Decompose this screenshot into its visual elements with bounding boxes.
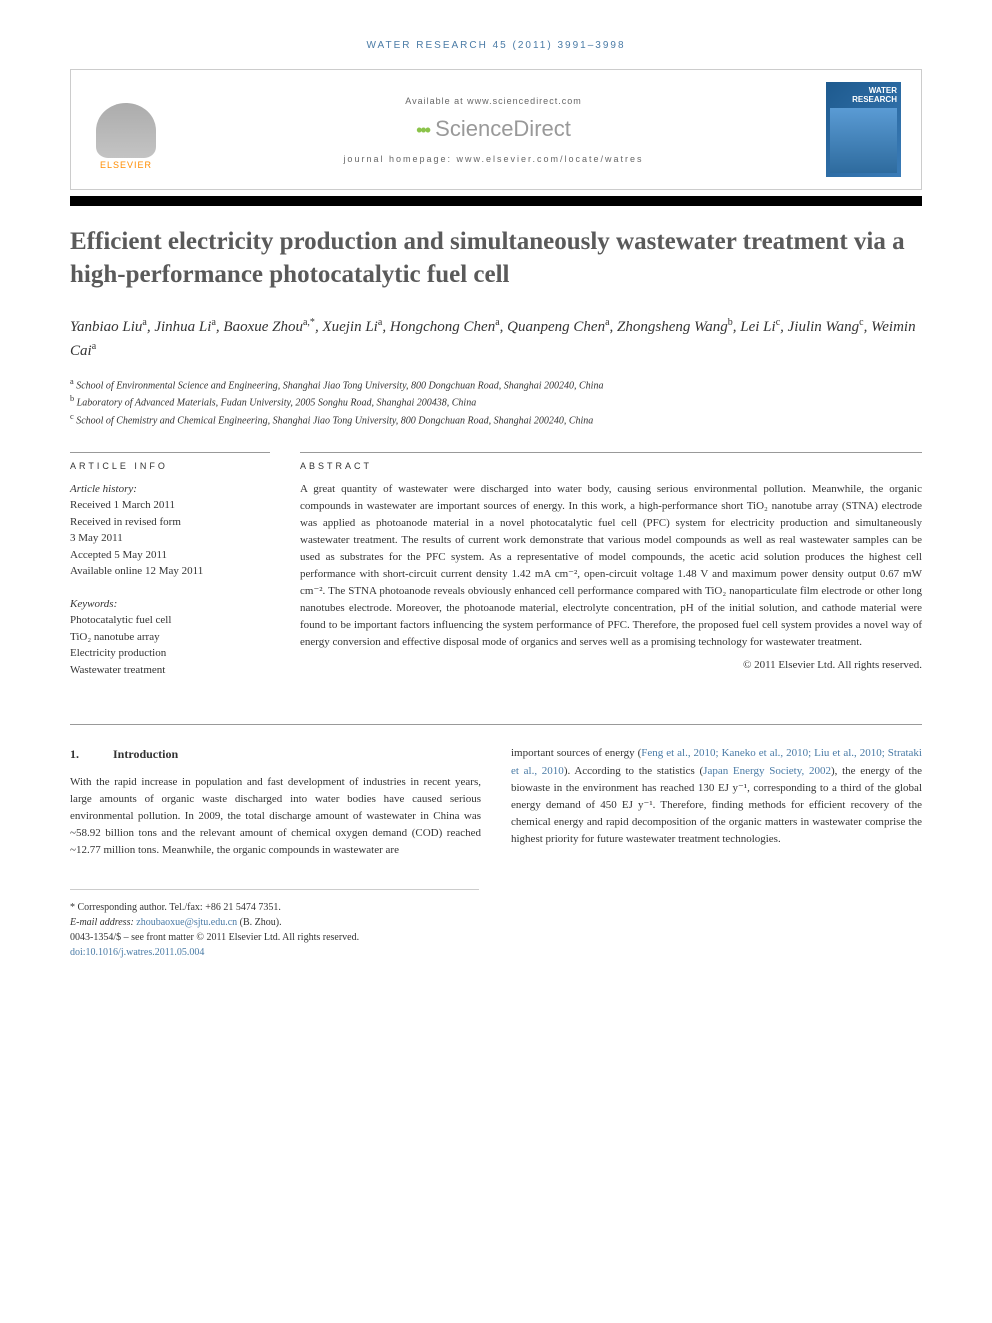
email-label: E-mail address: [70, 917, 136, 928]
header-center: Available at www.sciencedirect.com ••• S… [161, 96, 826, 164]
intro-paragraph-1: With the rapid increase in population an… [70, 774, 481, 859]
elsevier-tree-icon [96, 103, 156, 158]
body-column-left: 1. Introduction With the rapid increase … [70, 745, 481, 859]
history-line: Available online 12 May 2011 [70, 563, 270, 580]
email-suffix: (B. Zhou). [240, 917, 282, 928]
footer-info: * Corresponding author. Tel./fax: +86 21… [70, 889, 479, 960]
sciencedirect-logo: ••• ScienceDirect [161, 116, 826, 142]
issn-line: 0043-1354/$ – see front matter © 2011 El… [70, 930, 479, 945]
article-title: Efficient electricity production and sim… [70, 226, 922, 291]
info-abstract-row: ARTICLE INFO Article history: Received 1… [70, 452, 922, 695]
sciencedirect-dots-icon: ••• [416, 120, 429, 140]
history-line: Accepted 5 May 2011 [70, 547, 270, 564]
email-line: E-mail address: zhoubaoxue@sjtu.edu.cn (… [70, 915, 479, 930]
elsevier-text: ELSEVIER [100, 160, 152, 170]
sciencedirect-text: ScienceDirect [435, 116, 571, 141]
intro-paragraph-2: important sources of energy (Feng et al.… [511, 745, 922, 847]
divider-bar [70, 196, 922, 206]
keywords-block: Keywords: Photocatalytic fuel cellTiO₂ n… [70, 596, 270, 679]
history-line: 3 May 2011 [70, 530, 270, 547]
copyright: © 2011 Elsevier Ltd. All rights reserved… [300, 659, 922, 671]
article-history: Article history: Received 1 March 2011Re… [70, 481, 270, 580]
section-title: Introduction [113, 747, 178, 761]
section-number: 1. [70, 745, 110, 764]
doi-link[interactable]: doi:10.1016/j.watres.2011.05.004 [70, 947, 204, 958]
keyword: Photocatalytic fuel cell [70, 612, 270, 629]
info-heading: ARTICLE INFO [70, 452, 270, 471]
history-line: Received in revised form [70, 514, 270, 531]
keyword: Wastewater treatment [70, 662, 270, 679]
keyword: Electricity production [70, 645, 270, 662]
available-text: Available at www.sciencedirect.com [161, 96, 826, 106]
cover-image [830, 108, 897, 173]
abstract-heading: ABSTRACT [300, 452, 922, 471]
email-link[interactable]: zhoubaoxue@sjtu.edu.cn [136, 917, 237, 928]
history-label: Article history: [70, 481, 270, 498]
header-box: ELSEVIER Available at www.sciencedirect.… [70, 69, 922, 190]
article-info-column: ARTICLE INFO Article history: Received 1… [70, 452, 270, 695]
affiliation: a School of Environmental Science and En… [70, 376, 922, 393]
doi-line: doi:10.1016/j.watres.2011.05.004 [70, 945, 479, 960]
affiliations: a School of Environmental Science and En… [70, 376, 922, 428]
abstract-text: A great quantity of wastewater were disc… [300, 481, 922, 651]
journal-homepage: journal homepage: www.elsevier.com/locat… [161, 154, 826, 164]
affiliation: b Laboratory of Advanced Materials, Fuda… [70, 393, 922, 410]
keywords-label: Keywords: [70, 596, 270, 613]
cover-title: WATER RESEARCH [830, 86, 897, 104]
body-column-right: important sources of energy (Feng et al.… [511, 745, 922, 859]
corresponding-author: * Corresponding author. Tel./fax: +86 21… [70, 900, 479, 915]
affiliation: c School of Chemistry and Chemical Engin… [70, 411, 922, 428]
journal-citation: WATER RESEARCH 45 (2011) 3991–3998 [366, 40, 625, 51]
body-columns: 1. Introduction With the rapid increase … [70, 724, 922, 859]
journal-cover: WATER RESEARCH [826, 82, 901, 177]
citation-header: WATER RESEARCH 45 (2011) 3991–3998 [70, 40, 922, 51]
elsevier-logo: ELSEVIER [91, 90, 161, 170]
history-line: Received 1 March 2011 [70, 497, 270, 514]
citation-link[interactable]: Japan Energy Society, 2002 [703, 765, 831, 777]
abstract-column: ABSTRACT A great quantity of wastewater … [300, 452, 922, 695]
authors-list: Yanbiao Liua, Jinhua Lia, Baoxue Zhoua,*… [70, 315, 922, 362]
section-heading: 1. Introduction [70, 745, 481, 764]
keyword: TiO₂ nanotube array [70, 629, 270, 646]
